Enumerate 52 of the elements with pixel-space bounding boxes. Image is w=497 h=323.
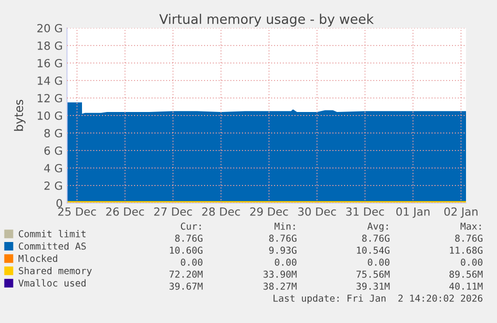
x-tick-label: 28 Dec (202, 207, 240, 216)
y-tick-label: 18 G (38, 41, 62, 50)
text: 39.67M (170, 282, 203, 290)
text: Min: (274, 222, 295, 230)
text: 38.27M (264, 282, 297, 290)
text: 72.20M (170, 270, 203, 278)
legend-label: Committed AS (18, 242, 86, 250)
x-tick-label: 02 Jan (444, 207, 478, 218)
legend-label: Mlocked (18, 254, 58, 262)
text: 0.00 (368, 258, 390, 266)
text: 10.60G (170, 246, 202, 254)
x-tick-label: 29 Dec (250, 207, 288, 216)
text: 9.93G (269, 246, 296, 254)
x-tick-label: 01 Jan (396, 207, 430, 218)
y-tick-label: 10 G (38, 111, 62, 120)
x-tick-label: 30 Dec (298, 207, 336, 216)
text: 89.56M (449, 270, 483, 278)
y-tick-label: 20 G (37, 24, 62, 32)
text: Max: (460, 222, 481, 230)
text: 40.11M (449, 282, 483, 290)
x-tick-label: 25 Dec (58, 207, 96, 216)
y-tick-label: 8 G (44, 128, 62, 138)
x-tick-label: 26 Dec (106, 207, 144, 216)
y-tick-label: 4 G (44, 164, 62, 172)
y-tick-label: 16 G (38, 58, 62, 68)
legend-label: Commit limit (18, 230, 86, 238)
y-axis-title: bytes (14, 100, 26, 131)
text: 8.76G (455, 234, 482, 242)
text: 8.76G (175, 234, 202, 242)
text: 0.00 (274, 258, 296, 266)
text: 0.00 (460, 258, 482, 266)
text: Last update: Fri Jan 2 14:20:02 2026 (274, 294, 482, 304)
text: 75.56M (356, 270, 390, 278)
y-tick-label: 6 G (44, 146, 62, 155)
x-tick-label: 27 Dec (154, 207, 192, 216)
text: 39.31M (356, 282, 390, 290)
text: 8.76G (362, 234, 390, 242)
y-tick-label: 14 G (38, 76, 62, 85)
x-tick-label: 31 Dec (346, 207, 384, 216)
y-tick-label: 12 G (38, 94, 62, 102)
legend-label: Shared memory (18, 266, 92, 276)
y-tick-label: 2 G (44, 181, 62, 190)
y-tick-label: 0 (56, 198, 62, 208)
text: 33.90M (264, 270, 297, 278)
text: Avg: (367, 222, 388, 232)
legend-label: Vmalloc used (18, 279, 86, 287)
text: 8.76G (269, 234, 296, 242)
text: 0.00 (180, 258, 202, 266)
chart-title: Virtual memory usage - by week (159, 14, 374, 27)
text: Cur: (180, 222, 201, 230)
text: 11.68G (450, 246, 482, 254)
text: 10.54G (357, 246, 390, 254)
